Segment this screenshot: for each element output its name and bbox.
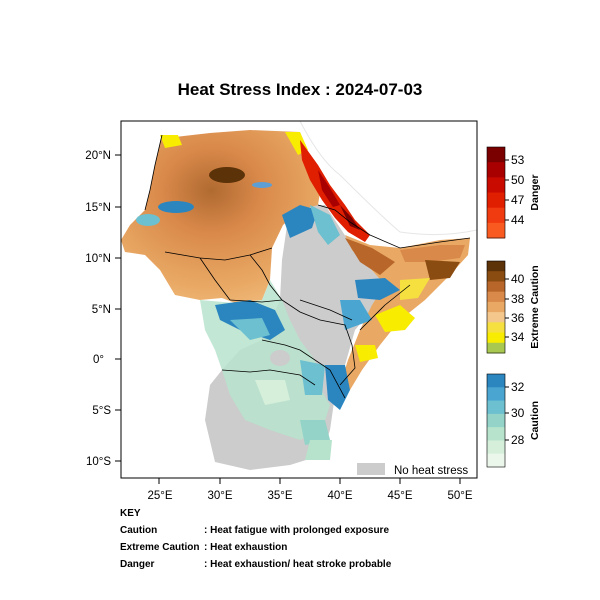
key-row: Danger : Heat exhaustion/ heat stroke pr… <box>120 556 391 573</box>
key-desc: : Heat exhaustion/ heat stroke probable <box>204 559 392 570</box>
colorbar-swatch <box>487 261 505 272</box>
key-term: Danger <box>120 559 155 570</box>
key-term: Caution <box>120 525 158 536</box>
lat-label: 10°N <box>85 253 111 265</box>
colorbar-swatch <box>487 374 505 388</box>
colorbar-caution: 32 30 28 Caution <box>486 373 541 468</box>
hot-core <box>209 167 245 183</box>
colorbar-tick-label: 34 <box>511 330 525 344</box>
lon-axis: 25°E 30°E 35°E 40°E 45°E 50°E <box>147 478 473 502</box>
colorbar-tick-label: 28 <box>511 433 525 447</box>
colorbar-tick-label: 40 <box>511 272 525 286</box>
danger-coast <box>300 140 370 242</box>
lat-label: 20°N <box>85 150 111 162</box>
colorbar-tick-label: 44 <box>511 213 525 227</box>
no-stress-swatch <box>357 463 385 475</box>
key-desc: : Heat exhaustion <box>204 542 288 553</box>
map-title: Heat Stress Index : 2024-07-03 <box>177 80 423 99</box>
colorbar-tick-label: 53 <box>511 153 525 167</box>
lon-label: 25°E <box>147 490 172 502</box>
lat-axis: 20°N 15°N 10°N 5°N 0° 5°S 10°S <box>85 150 121 468</box>
colorbar-swatch <box>487 177 505 193</box>
lat-label: 10°S <box>86 456 111 468</box>
colorbar-title: Caution <box>529 401 541 440</box>
colorbar-title: Danger <box>529 174 541 210</box>
colorbar-extreme-caution: 40 38 36 34 Extreme Caution <box>486 260 541 354</box>
lon-label: 40°E <box>327 490 352 502</box>
lat-label: 0° <box>93 354 104 366</box>
colorbar-swatch <box>487 427 505 441</box>
colorbar-swatch <box>487 192 505 209</box>
colorbar-border <box>486 146 506 239</box>
colorbar-tick-label: 47 <box>511 193 525 207</box>
colorbar-swatch <box>487 281 505 293</box>
colorbar-title: Extreme Caution <box>529 265 541 348</box>
key-row: Caution : Heat fatigue with prolonged ex… <box>120 522 391 539</box>
colorbar-swatch <box>487 271 505 282</box>
colorbar-swatch <box>487 453 505 468</box>
colorbar-tick-label: 50 <box>511 173 525 187</box>
colorbar-swatch <box>487 312 505 323</box>
colorbar-tick-label: 30 <box>511 406 525 420</box>
colorbar-tick-label: 32 <box>511 380 525 394</box>
colorbar-swatch <box>487 207 505 224</box>
key-term: Extreme Caution <box>120 542 200 553</box>
key-desc: : Heat fatigue with prolonged exposure <box>204 525 390 536</box>
colorbar-tick-label: 38 <box>511 292 525 306</box>
colorbar-swatch <box>487 413 505 428</box>
key-heading: KEY <box>120 508 141 519</box>
colorbar-border <box>486 260 506 354</box>
colorbar-swatch <box>487 301 505 313</box>
lat-label: 15°N <box>85 202 111 214</box>
colorbar-danger: 53 50 47 44 Danger <box>486 146 541 239</box>
colorbar-swatch <box>487 147 505 163</box>
lon-label: 45°E <box>387 490 412 502</box>
arabia-outline <box>299 121 477 236</box>
lat-label: 5°S <box>92 405 111 417</box>
key-row: Extreme Caution : Heat exhaustion <box>120 539 391 556</box>
country-borders <box>144 134 471 399</box>
colorbar-swatch <box>487 387 505 402</box>
colorbar-swatch <box>487 291 505 303</box>
colorbar-swatch <box>487 400 505 415</box>
colorbar-swatch <box>487 440 505 455</box>
lon-label: 35°E <box>267 490 292 502</box>
colorbar-swatch <box>487 342 505 354</box>
colorbar-tick-label: 36 <box>511 311 525 325</box>
colorbar-swatch <box>487 332 505 344</box>
colorbar-swatch <box>487 322 505 334</box>
no-stress-label: No heat stress <box>394 465 468 477</box>
key-section: KEY Caution : Heat fatigue with prolonge… <box>120 505 391 573</box>
lat-label: 5°N <box>92 304 111 316</box>
colorbar-border <box>486 373 506 468</box>
sudan-extreme-region <box>121 130 322 303</box>
lon-label: 50°E <box>447 490 472 502</box>
lon-label: 30°E <box>207 490 232 502</box>
colorbar-swatch <box>487 222 505 239</box>
colorbar-swatch <box>487 162 505 178</box>
